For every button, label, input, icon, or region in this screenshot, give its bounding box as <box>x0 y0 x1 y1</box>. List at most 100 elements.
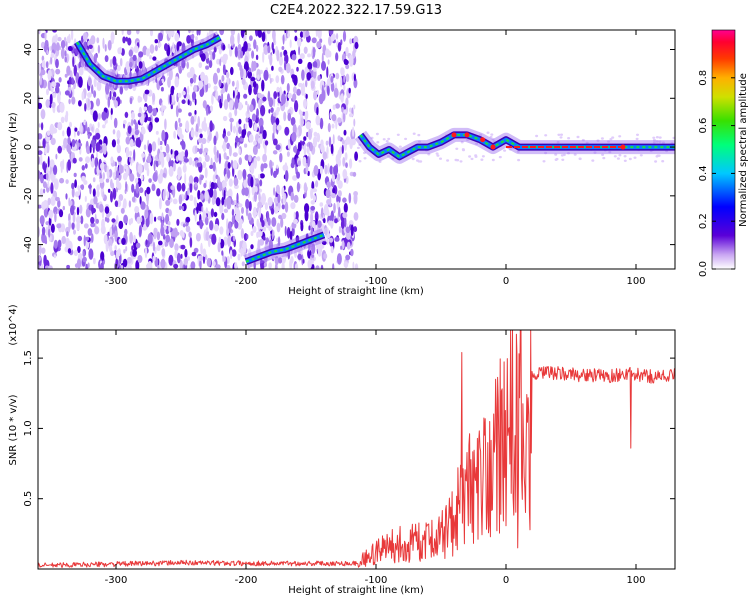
noise-speck <box>102 191 105 199</box>
noise-speck <box>50 137 56 146</box>
noise-speck <box>91 207 96 214</box>
noise-speck <box>66 65 71 76</box>
noise-speck <box>44 30 47 41</box>
noise-speck <box>276 86 280 93</box>
noise-speck <box>154 117 160 123</box>
noise-speck <box>253 123 258 132</box>
noise-speck <box>251 185 255 196</box>
noise-speck <box>56 42 60 52</box>
noise-speck <box>202 100 207 109</box>
noise-speck <box>321 240 327 246</box>
noise-speck <box>305 79 308 88</box>
noise-speck <box>91 233 94 243</box>
noise-speck <box>542 160 546 163</box>
noise-speck <box>340 67 345 77</box>
colorbar-ticks: 0.0 0.2 0.4 0.6 0.8 <box>698 70 735 277</box>
noise-speck <box>52 92 57 98</box>
noise-speck <box>50 52 55 59</box>
ridge-peak <box>76 36 221 83</box>
noise-speck <box>161 248 166 257</box>
noise-speck <box>581 138 585 142</box>
noise-speck <box>55 153 58 160</box>
noise-speck <box>268 226 273 232</box>
noise-speck <box>208 60 213 69</box>
noise-speck <box>245 117 249 123</box>
noise-speck <box>80 215 84 225</box>
noise-speck <box>64 50 67 57</box>
noise-speck <box>72 157 77 164</box>
noise-speck <box>321 60 326 71</box>
noise-speck <box>607 140 611 143</box>
noise-speck <box>129 231 134 244</box>
noise-speck <box>138 51 144 58</box>
noise-speck <box>174 76 180 88</box>
noise-speck <box>330 143 334 155</box>
noise-speck <box>307 259 312 269</box>
noise-speck <box>55 196 60 202</box>
noise-speck <box>209 120 213 133</box>
noise-speck <box>270 207 275 215</box>
noise-speck <box>234 221 239 229</box>
noise-speck <box>310 200 315 205</box>
noise-speck <box>655 140 659 143</box>
noise-speck <box>327 59 330 65</box>
noise-speck <box>329 165 333 175</box>
noise-speck <box>200 176 204 181</box>
noise-speck <box>55 68 61 75</box>
noise-speck <box>121 237 126 245</box>
noise-speck <box>147 117 152 122</box>
noise-speck <box>233 177 239 186</box>
noise-speck <box>57 121 63 131</box>
noise-speck <box>221 91 224 104</box>
noise-speck <box>53 206 58 215</box>
noise-speck <box>100 162 105 170</box>
noise-speck <box>164 241 168 247</box>
noise-speck <box>174 231 180 236</box>
noise-speck <box>141 175 144 181</box>
noise-speck <box>296 88 301 96</box>
noise-speck <box>296 171 300 179</box>
noise-speck <box>211 233 217 245</box>
noise-speck <box>307 53 311 58</box>
noise-speck <box>363 157 367 160</box>
noise-speck <box>337 135 341 142</box>
noise-speck <box>310 212 314 224</box>
noise-speck <box>301 69 305 81</box>
noise-speck <box>470 157 474 161</box>
noise-speck <box>468 155 472 158</box>
noise-speck <box>652 138 656 142</box>
noise-speck <box>190 37 194 48</box>
noise-speck <box>234 108 238 117</box>
noise-speck <box>128 200 132 208</box>
noise-speck <box>158 32 164 42</box>
noise-speck <box>268 73 271 79</box>
noise-speck <box>297 253 303 260</box>
noise-speck <box>254 191 257 202</box>
noise-speck <box>64 73 68 78</box>
noise-speck <box>354 41 359 50</box>
noise-speck <box>74 191 80 198</box>
noise-speck <box>123 84 129 91</box>
noise-speck <box>333 165 339 176</box>
noise-speck <box>226 255 230 264</box>
noise-speck <box>179 259 183 269</box>
noise-speck <box>557 133 561 136</box>
noise-speck <box>385 140 389 143</box>
noise-speck <box>204 216 209 226</box>
noise-speck <box>60 116 65 124</box>
noise-speck <box>337 173 341 182</box>
noise-speck <box>354 151 358 161</box>
noise-speck <box>618 154 622 157</box>
noise-speck <box>245 100 248 106</box>
noise-speck <box>297 37 302 47</box>
noise-speck <box>294 100 299 113</box>
noise-speck <box>300 110 303 116</box>
noise-speck <box>343 59 349 65</box>
noise-speck <box>140 201 146 210</box>
noise-speck <box>672 136 675 140</box>
noise-speck <box>417 133 421 137</box>
noise-speck <box>231 249 237 257</box>
noise-speck <box>117 155 122 162</box>
noise-speck <box>48 265 53 269</box>
noise-speck <box>71 77 74 85</box>
